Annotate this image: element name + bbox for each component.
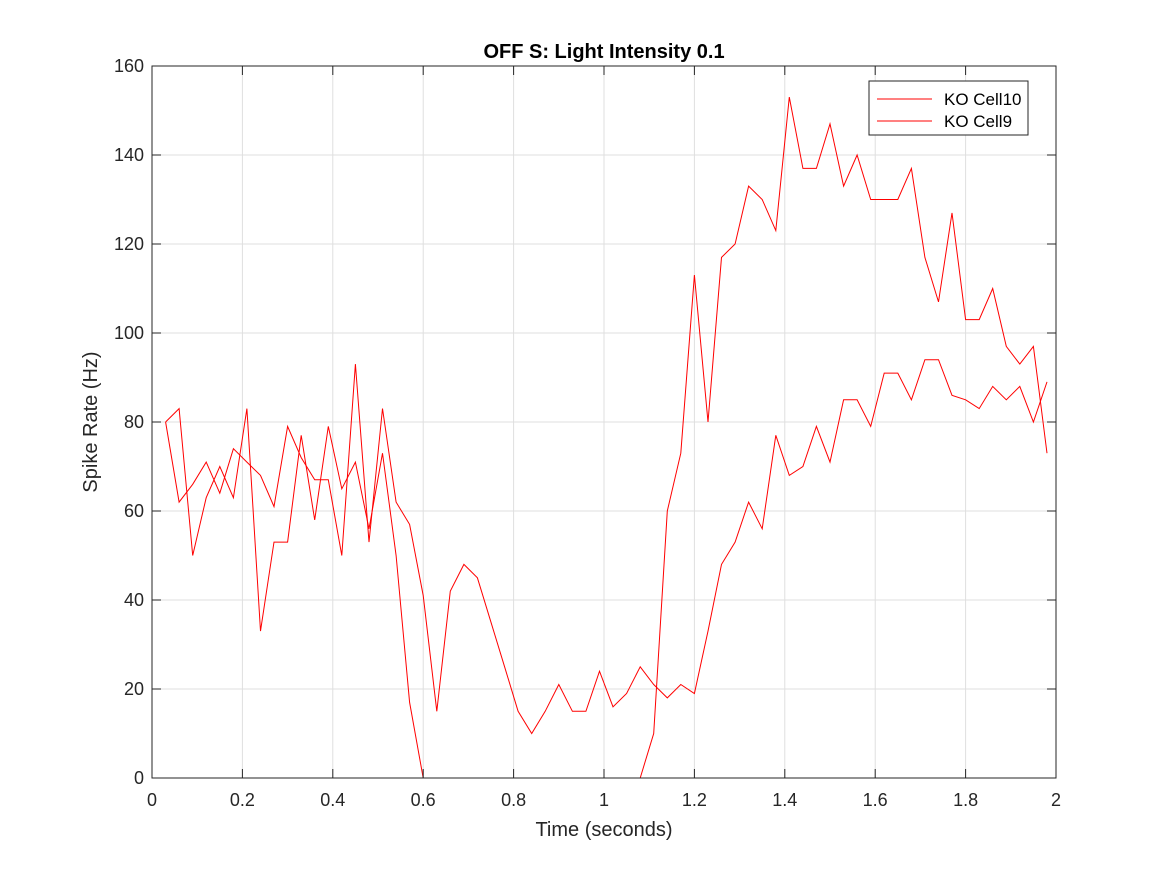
y-tick-labels: 0 20 40 60 80 100 120 140 160 — [114, 56, 144, 788]
x-tick-label: 1.2 — [682, 790, 707, 810]
x-axis-label: Time (seconds) — [535, 819, 672, 841]
y-tick-label: 160 — [114, 56, 144, 76]
x-tick-label: 0.4 — [320, 790, 345, 810]
y-tick-label: 40 — [124, 590, 144, 610]
y-tick-label: 80 — [124, 412, 144, 432]
y-tick-label: 0 — [134, 768, 144, 788]
y-tick-label: 100 — [114, 323, 144, 343]
legend-label-ko-cell9: KO Cell9 — [944, 112, 1012, 131]
legend-box — [868, 80, 1029, 136]
ticks — [151, 65, 1057, 779]
legend-label-ko-cell10: KO Cell10 — [944, 90, 1021, 109]
y-tick-label: 140 — [114, 145, 144, 165]
series-line-ko-cell10 — [165, 359, 1048, 735]
y-tick-label: 60 — [124, 501, 144, 521]
x-tick-label: 0.8 — [501, 790, 526, 810]
x-tick-label: 0 — [147, 790, 157, 810]
x-tick-label: 2 — [1051, 790, 1061, 810]
x-tick-label: 1.6 — [863, 790, 888, 810]
x-tick-label: 1.8 — [953, 790, 978, 810]
legend: KO Cell10 KO Cell9 — [868, 80, 1029, 136]
x-tick-label: 0.2 — [230, 790, 255, 810]
y-tick-label: 120 — [114, 234, 144, 254]
chart-title: OFF S: Light Intensity 0.1 — [483, 41, 724, 63]
y-tick-label: 20 — [124, 679, 144, 699]
x-tick-labels: 0 0.2 0.4 0.6 0.8 1 1.2 1.4 1.6 1.8 2 — [147, 790, 1061, 810]
x-tick-label: 0.6 — [411, 790, 436, 810]
y-axis-label: Spike Rate (Hz) — [80, 351, 102, 492]
grid — [152, 66, 1056, 778]
x-tick-label: 1.4 — [772, 790, 797, 810]
x-tick-label: 1 — [599, 790, 609, 810]
